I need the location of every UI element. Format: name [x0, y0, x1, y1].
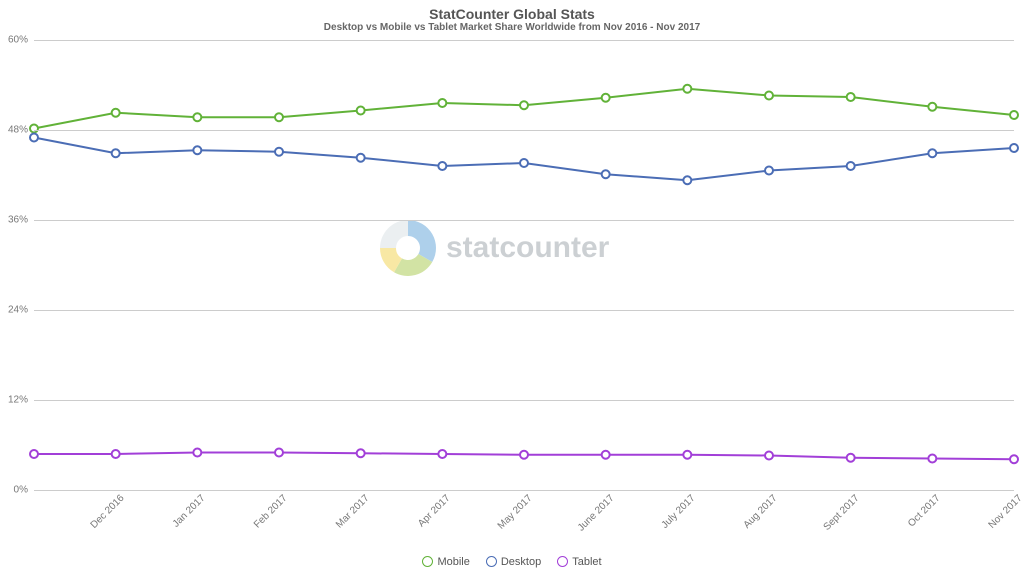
data-point [275, 148, 283, 156]
legend-item-mobile: Mobile [422, 556, 469, 568]
data-point [193, 146, 201, 154]
data-point [112, 109, 120, 117]
data-point [683, 176, 691, 184]
data-point [193, 113, 201, 121]
legend-item-desktop: Desktop [486, 556, 541, 568]
plot-area: statcounter 0%12%24%36%48%60%Dec 2016Jan… [34, 40, 1014, 490]
data-point [30, 450, 38, 458]
data-point [520, 159, 528, 167]
y-axis-label: 60% [8, 35, 34, 46]
x-axis-label: Feb 2017 [252, 493, 290, 531]
legend-item-tablet: Tablet [557, 556, 601, 568]
legend-marker-icon [557, 556, 568, 567]
y-axis-label: 0% [14, 485, 34, 496]
data-point [765, 452, 773, 460]
x-axis-label: Oct 2017 [906, 493, 942, 529]
x-axis-label: June 2017 [575, 493, 616, 534]
data-point [112, 450, 120, 458]
x-axis-label: Nov 2017 [987, 493, 1024, 531]
data-point [520, 451, 528, 459]
data-point [683, 451, 691, 459]
data-point [357, 154, 365, 162]
data-point [438, 99, 446, 107]
legend-label: Desktop [501, 556, 541, 568]
data-point [928, 103, 936, 111]
x-axis-label: May 2017 [496, 493, 535, 532]
line-chart-svg [34, 40, 1014, 490]
data-point [847, 93, 855, 101]
legend-marker-icon [486, 556, 497, 567]
legend-label: Tablet [572, 556, 601, 568]
data-point [602, 170, 610, 178]
y-axis-label: 12% [8, 395, 34, 406]
data-point [438, 162, 446, 170]
chart-subtitle: Desktop vs Mobile vs Tablet Market Share… [0, 22, 1024, 33]
x-axis-label: Apr 2017 [416, 493, 452, 529]
x-axis-label: Mar 2017 [334, 493, 372, 531]
data-point [275, 449, 283, 457]
x-axis-label: Aug 2017 [742, 493, 780, 531]
data-point [1010, 455, 1018, 463]
data-point [112, 149, 120, 157]
gridline [34, 130, 1014, 131]
chart-title: StatCounter Global Stats [0, 0, 1024, 22]
data-point [1010, 111, 1018, 119]
data-point [683, 85, 691, 93]
chart-container: StatCounter Global Stats Desktop vs Mobi… [0, 0, 1024, 576]
legend: Mobile Desktop Tablet [0, 556, 1024, 571]
y-axis-label: 48% [8, 125, 34, 136]
y-axis-label: 24% [8, 305, 34, 316]
data-point [357, 107, 365, 115]
data-point [275, 113, 283, 121]
gridline [34, 490, 1014, 491]
data-point [928, 455, 936, 463]
gridline [34, 400, 1014, 401]
legend-label: Mobile [437, 556, 469, 568]
x-axis-label: Sept 2017 [821, 493, 861, 533]
data-point [847, 454, 855, 462]
data-point [765, 167, 773, 175]
data-point [193, 449, 201, 457]
x-axis-label: Jan 2017 [171, 493, 208, 530]
y-axis-label: 36% [8, 215, 34, 226]
x-axis-label: Dec 2016 [88, 493, 126, 531]
legend-marker-icon [422, 556, 433, 567]
gridline [34, 220, 1014, 221]
x-axis-label: July 2017 [660, 493, 698, 531]
data-point [438, 450, 446, 458]
data-point [357, 449, 365, 457]
data-point [602, 94, 610, 102]
data-point [1010, 144, 1018, 152]
gridline [34, 310, 1014, 311]
data-point [765, 92, 773, 100]
data-point [928, 149, 936, 157]
gridline [34, 40, 1014, 41]
data-point [520, 101, 528, 109]
data-point [602, 451, 610, 459]
data-point [847, 162, 855, 170]
